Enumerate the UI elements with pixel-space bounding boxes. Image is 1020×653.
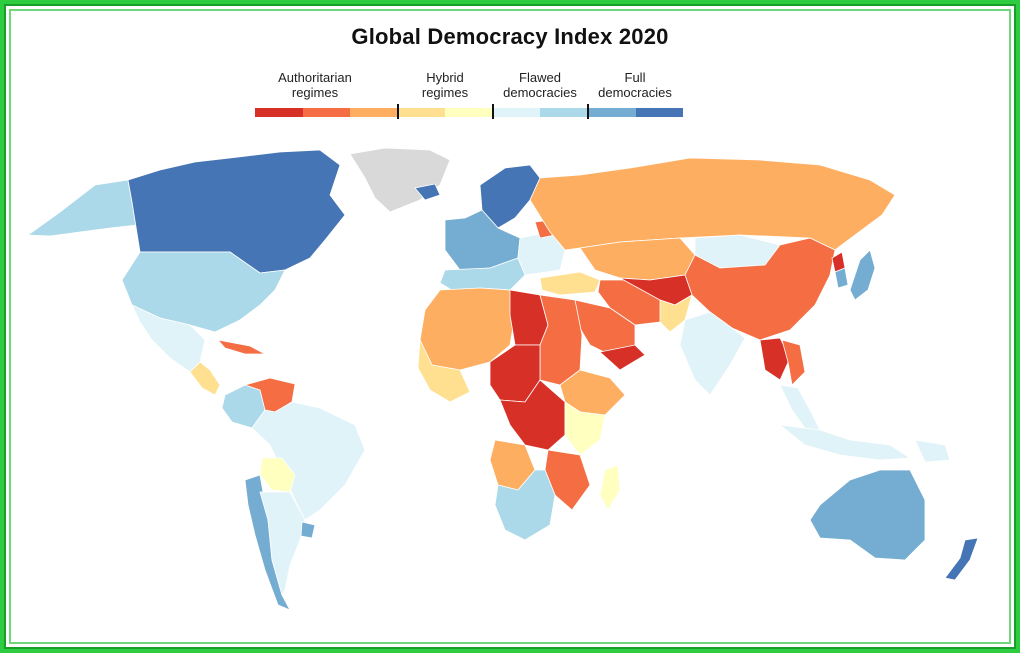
region-egypt-sudan xyxy=(539,294,583,386)
legend-swatch xyxy=(397,108,446,117)
legend-divider xyxy=(492,104,494,119)
legend-swatch xyxy=(492,108,541,117)
legend-label-line: Full xyxy=(624,70,646,85)
region-iceland xyxy=(414,183,441,201)
legend-label-full: Full democracies xyxy=(585,70,685,100)
legend-label-line: regimes xyxy=(421,85,469,100)
region-myanmar xyxy=(759,337,791,381)
region-argentina xyxy=(259,491,306,596)
legend-label-hybrid: Hybrid regimes xyxy=(395,70,495,100)
region-russia xyxy=(529,157,896,251)
region-new-zealand xyxy=(944,537,979,581)
region-yemen xyxy=(599,344,646,371)
legend-swatch xyxy=(587,108,636,117)
legend-swatch xyxy=(445,108,493,117)
region-japan xyxy=(849,249,876,301)
legend-label-line: regimes xyxy=(291,85,339,100)
legend-label-flawed: Flawed democracies xyxy=(490,70,590,100)
legend-swatch xyxy=(255,108,303,117)
region-east-africa xyxy=(564,401,606,456)
region-greenland xyxy=(349,147,451,213)
legend-swatch xyxy=(635,108,684,117)
legend-label-line: Hybrid xyxy=(426,70,464,85)
region-central-america xyxy=(189,361,221,396)
map-title: Global Democracy Index 2020 xyxy=(351,24,669,49)
world-map xyxy=(27,147,979,611)
legend-divider xyxy=(587,104,589,119)
region-vietnam xyxy=(781,339,806,386)
region-cuba xyxy=(217,339,266,355)
region-turkey xyxy=(539,271,601,296)
region-madagascar xyxy=(599,464,621,511)
legend-label-authoritarian: Authoritarian regimes xyxy=(265,70,365,100)
legend-label-line: democracies xyxy=(598,85,672,100)
region-australia xyxy=(809,469,926,561)
legend-divider xyxy=(397,104,399,119)
region-west-africa xyxy=(417,339,471,403)
legend-swatch xyxy=(302,108,351,117)
region-alaska xyxy=(27,179,139,237)
legend-color-bar xyxy=(255,108,684,117)
legend-swatch xyxy=(350,108,398,117)
region-india xyxy=(679,311,746,396)
region-southern-africa xyxy=(494,469,556,541)
legend-label-line: Flawed xyxy=(519,70,561,85)
region-uruguay xyxy=(300,521,316,539)
region-south-korea xyxy=(834,267,849,289)
legend-label-line: democracies xyxy=(503,85,577,100)
region-indonesia xyxy=(779,424,911,461)
legend: Authoritarian regimes Hybrid regimes Fla… xyxy=(255,70,685,120)
region-papua-new-guinea xyxy=(914,439,951,463)
legend-label-line: Authoritarian xyxy=(278,70,352,85)
legend-swatch xyxy=(540,108,588,117)
